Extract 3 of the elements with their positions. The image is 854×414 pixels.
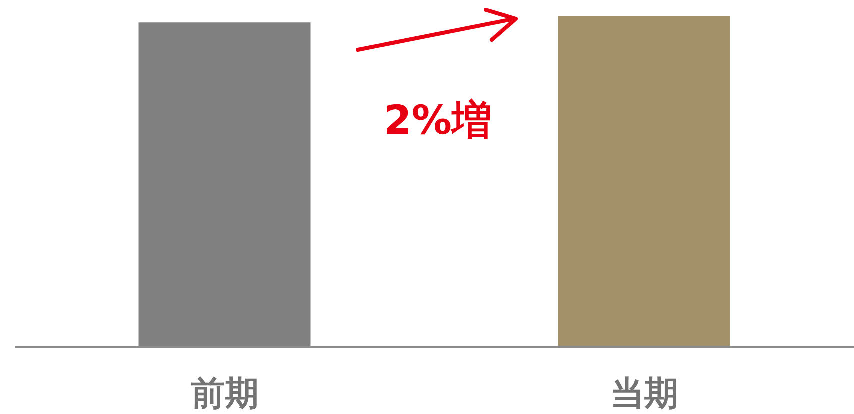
annotation: 2%増 — [384, 98, 492, 144]
x-tick-label: 前期 — [190, 374, 259, 414]
x-tick-label: 当期 — [610, 374, 678, 414]
